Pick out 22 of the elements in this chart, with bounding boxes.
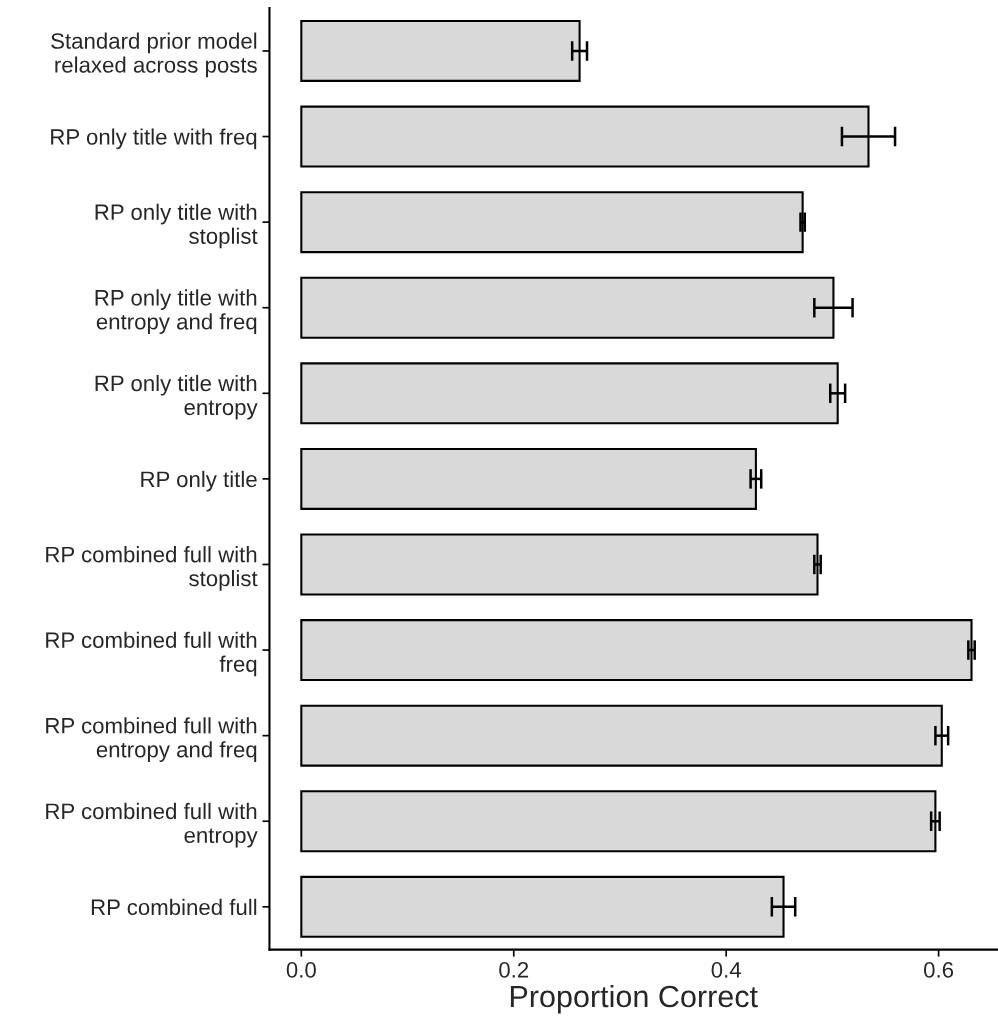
bar <box>300 191 804 254</box>
bar <box>300 533 819 596</box>
y-tick-label: RP only title with entropy and freq <box>95 289 257 334</box>
y-tick-label: RP combined full <box>91 898 257 916</box>
y-tick-label: RP only title with stoplist <box>95 203 258 249</box>
x-axis-title: Proportion Correct <box>510 984 758 1014</box>
bar <box>300 790 937 853</box>
bar <box>300 447 757 510</box>
y-tick-label: RP only title with entropy <box>95 374 258 420</box>
x-tick-label: 0.0 <box>286 962 316 978</box>
y-tick-label: Standard prior model relaxed across posts <box>51 32 257 78</box>
y-tick-label: RP only title <box>141 470 257 492</box>
y-tick-label: RP combined full with stoplist <box>46 546 258 591</box>
x-tick-label: 0.4 <box>711 962 741 978</box>
y-tick-label: RP combined full with entropy and freq <box>46 717 257 762</box>
x-tick-label: 0.2 <box>499 962 529 978</box>
y-tick-label: RP only title with freq <box>51 128 257 150</box>
bar <box>300 704 943 767</box>
bar <box>300 619 973 682</box>
y-tick-label: RP combined full with freq <box>46 631 257 677</box>
x-tick-label: 0.6 <box>924 962 954 978</box>
y-tick-label: RP combined full with entropy <box>46 802 258 848</box>
